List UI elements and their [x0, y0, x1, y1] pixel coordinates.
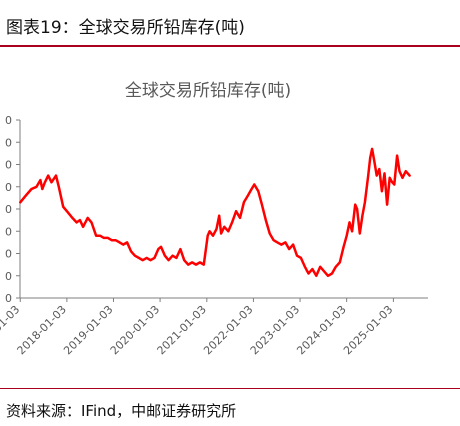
x-tick-label: 2020-01-03	[108, 303, 162, 357]
y-axis: 0 0 0 0 0 0 0 0 0	[5, 114, 21, 305]
lead-inventory-chart: 全球交易所铅库存(吨) 0 0 0 0 0 0 0 0 0 2017-01-032018-01-…	[0, 81, 428, 357]
y-tick-label: 0	[5, 159, 12, 172]
y-tick-label: 0	[5, 203, 12, 216]
source-note: 资料来源：IFind，中邮证券研究所	[6, 402, 237, 420]
y-tick-label: 0	[5, 292, 12, 305]
y-tick-label: 0	[5, 136, 12, 149]
y-tick-label: 0	[5, 248, 12, 261]
series-line	[19, 147, 411, 278]
x-axis: 2017-01-032018-01-032019-01-032020-01-03…	[0, 297, 428, 357]
bottom-rule	[0, 388, 460, 389]
x-tick-label: 2025-01-03	[341, 303, 395, 357]
top-rule	[0, 45, 460, 47]
figure-label: 图表19：全球交易所铅库存(吨)	[6, 18, 245, 38]
y-tick-label: 0	[5, 181, 12, 194]
x-tick-label: 2024-01-03	[294, 303, 348, 357]
y-tick-label: 0	[5, 270, 12, 283]
chart-title: 全球交易所铅库存(吨)	[125, 81, 291, 101]
series-layer	[19, 147, 411, 278]
y-tick-label: 0	[5, 114, 12, 127]
y-tick-label: 0	[5, 225, 12, 238]
